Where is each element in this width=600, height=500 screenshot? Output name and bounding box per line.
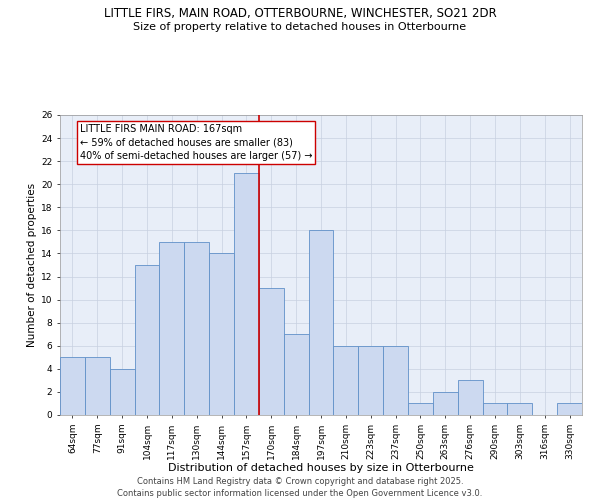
- Text: Contains HM Land Registry data © Crown copyright and database right 2025.
Contai: Contains HM Land Registry data © Crown c…: [118, 476, 482, 498]
- Bar: [160, 242, 184, 415]
- Bar: [308, 230, 334, 415]
- Bar: [508, 404, 532, 415]
- Bar: [408, 404, 433, 415]
- Bar: [110, 369, 134, 415]
- Bar: [60, 358, 85, 415]
- Bar: [557, 404, 582, 415]
- Bar: [284, 334, 308, 415]
- Bar: [383, 346, 408, 415]
- Bar: [358, 346, 383, 415]
- Bar: [209, 254, 234, 415]
- Bar: [259, 288, 284, 415]
- Bar: [184, 242, 209, 415]
- Bar: [134, 265, 160, 415]
- Y-axis label: Number of detached properties: Number of detached properties: [26, 183, 37, 347]
- Text: LITTLE FIRS, MAIN ROAD, OTTERBOURNE, WINCHESTER, SO21 2DR: LITTLE FIRS, MAIN ROAD, OTTERBOURNE, WIN…: [104, 8, 496, 20]
- X-axis label: Distribution of detached houses by size in Otterbourne: Distribution of detached houses by size …: [168, 463, 474, 473]
- Bar: [334, 346, 358, 415]
- Bar: [234, 172, 259, 415]
- Bar: [458, 380, 482, 415]
- Bar: [433, 392, 458, 415]
- Text: LITTLE FIRS MAIN ROAD: 167sqm
← 59% of detached houses are smaller (83)
40% of s: LITTLE FIRS MAIN ROAD: 167sqm ← 59% of d…: [80, 124, 313, 160]
- Bar: [85, 358, 110, 415]
- Text: Size of property relative to detached houses in Otterbourne: Size of property relative to detached ho…: [133, 22, 467, 32]
- Bar: [482, 404, 508, 415]
